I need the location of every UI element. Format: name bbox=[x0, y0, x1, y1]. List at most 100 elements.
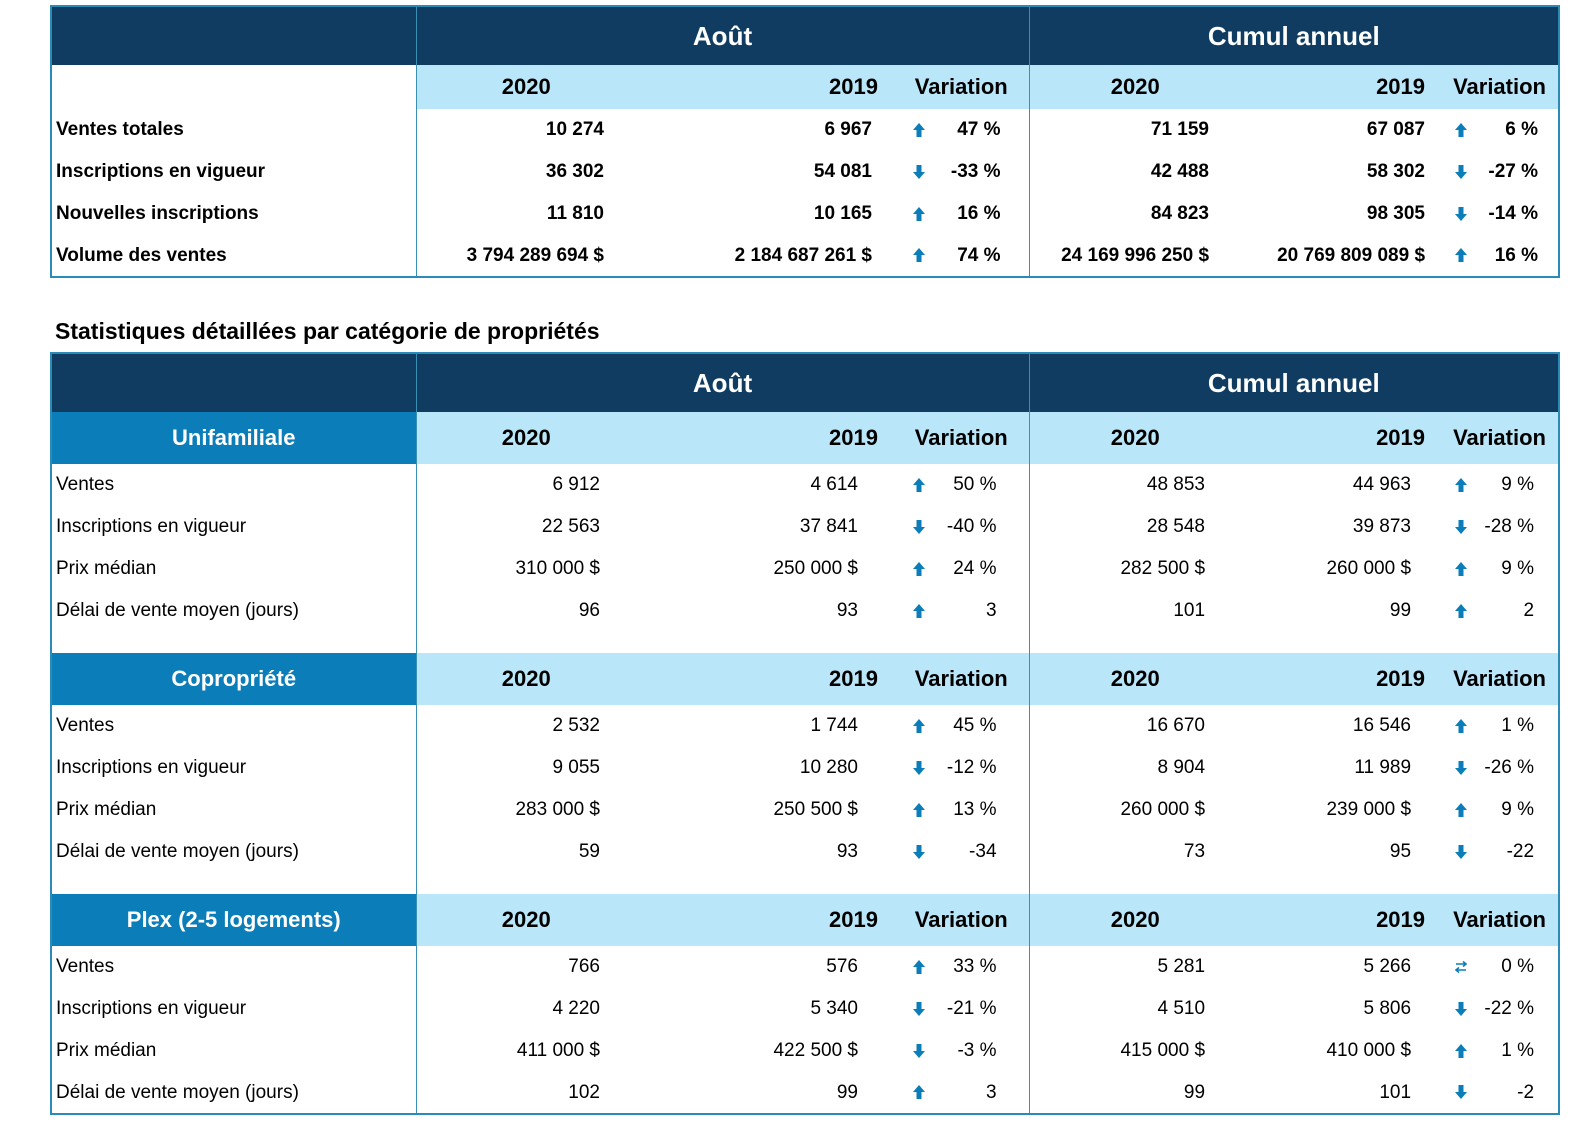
detail-period-header: Août Cumul annuel bbox=[51, 353, 1560, 412]
col-2019: 2019 bbox=[1241, 894, 1442, 946]
col-2020: 2020 bbox=[1028, 65, 1242, 109]
arrow-cumul bbox=[1441, 548, 1481, 590]
variation-aout: 50 % bbox=[953, 474, 997, 495]
arrow-up-icon bbox=[1455, 718, 1468, 733]
variation-cumul: 9 % bbox=[1501, 558, 1535, 579]
variation-cumul: -14 % bbox=[1488, 203, 1539, 224]
table-row: Délai de vente moyen (jours) 59 93 -34 73 95 -… bbox=[51, 831, 1559, 873]
value-cumul-2020: 4 510 bbox=[1028, 988, 1242, 1030]
table-row: Délai de vente moyen (jours) 96 93 3 101 99 2 bbox=[51, 590, 1559, 632]
header-blank bbox=[51, 6, 416, 65]
detail-title: Statistiques détaillées par catégorie de… bbox=[55, 318, 600, 344]
variation-aout: -33 % bbox=[950, 161, 1001, 182]
col-2019: 2019 bbox=[636, 412, 894, 464]
arrow-up-icon bbox=[1455, 802, 1468, 817]
arrow-cumul bbox=[1441, 789, 1481, 831]
variation-aout: 3 bbox=[985, 600, 997, 621]
arrow-cumul bbox=[1441, 590, 1481, 632]
arrow-aout bbox=[894, 831, 944, 873]
col-variation: Variation bbox=[894, 65, 1030, 109]
variation-cumul: -22 % bbox=[1484, 998, 1535, 1019]
spacer-cell bbox=[1028, 632, 1560, 653]
summary-table: Août Cumul annuel 2020 2019 Variation 20… bbox=[50, 5, 1561, 278]
variation-aout: 24 % bbox=[953, 558, 997, 579]
table-row: Prix médian 283 000 $ 250 500 $ 13 % 260 000… bbox=[51, 789, 1559, 831]
arrow-down-icon bbox=[1455, 1085, 1468, 1100]
value-aout-2020: 102 bbox=[415, 1072, 636, 1114]
arrow-up-icon bbox=[913, 959, 925, 974]
row-label: Délai de vente moyen (jours) bbox=[56, 600, 299, 621]
value-aout-2019: 576 bbox=[826, 956, 858, 977]
value-cumul-2020: 42 488 bbox=[1028, 151, 1242, 193]
variation-aout: -21 % bbox=[946, 998, 997, 1019]
variation-aout: -40 % bbox=[946, 516, 997, 537]
arrow-up-icon bbox=[913, 718, 925, 733]
arrow-aout bbox=[894, 109, 944, 151]
arrow-aout bbox=[894, 151, 944, 193]
value-cumul-2020: 5 281 bbox=[1028, 946, 1242, 988]
arrow-aout bbox=[894, 705, 944, 747]
value-cumul-2019: 101 bbox=[1379, 1081, 1412, 1103]
value-cumul-2019: 239 000 $ bbox=[1326, 799, 1412, 820]
value-cumul-2019: 16 546 bbox=[1352, 715, 1412, 736]
row-label: Inscriptions en vigueur bbox=[56, 998, 247, 1019]
arrow-down-icon bbox=[913, 844, 925, 859]
arrow-down-icon bbox=[1455, 1001, 1468, 1016]
arrow-cumul bbox=[1441, 506, 1481, 548]
col-2020: 2020 bbox=[1028, 894, 1242, 946]
value-cumul-2019: 67 087 bbox=[1366, 119, 1426, 140]
arrow-down-icon bbox=[1455, 760, 1468, 775]
arrow-aout bbox=[894, 464, 944, 506]
arrow-down-icon bbox=[913, 164, 925, 179]
table-row: Inscriptions en vigueur 4 220 5 340 -21 % 4 … bbox=[51, 988, 1559, 1030]
arrow-up-icon bbox=[1455, 248, 1468, 263]
value-cumul-2019: 5 806 bbox=[1363, 998, 1412, 1019]
value-aout-2020: 310 000 $ bbox=[415, 548, 636, 590]
arrow-up-icon bbox=[913, 248, 925, 263]
value-aout-2020: 6 912 bbox=[415, 464, 636, 506]
value-aout-2020: 3 794 289 694 $ bbox=[415, 235, 636, 277]
arrow-up-icon bbox=[913, 1085, 925, 1100]
variation-cumul: 9 % bbox=[1501, 474, 1535, 495]
col-variation: Variation bbox=[1441, 653, 1560, 705]
category-label: Plex (2-5 logements) bbox=[51, 894, 416, 946]
arrow-up-icon bbox=[1455, 561, 1468, 576]
value-aout-2019: 5 340 bbox=[810, 998, 858, 1019]
category-label: Copropriété bbox=[51, 653, 416, 705]
value-aout-2019: 99 bbox=[836, 1081, 858, 1103]
arrow-cumul bbox=[1441, 705, 1481, 747]
arrow-cumul bbox=[1441, 988, 1481, 1030]
row-label: Prix médian bbox=[56, 799, 157, 820]
value-cumul-2020: 415 000 $ bbox=[1028, 1030, 1242, 1072]
value-aout-2019: 10 165 bbox=[813, 203, 872, 224]
col-2020: 2020 bbox=[1028, 412, 1242, 464]
arrow-down-icon bbox=[1455, 519, 1468, 534]
value-aout-2020: 4 220 bbox=[415, 988, 636, 1030]
row-label: Prix médian bbox=[56, 1040, 157, 1061]
value-cumul-2020: 16 670 bbox=[1028, 705, 1242, 747]
arrow-aout bbox=[894, 506, 944, 548]
row-label: Prix médian bbox=[56, 558, 157, 579]
arrow-cumul bbox=[1441, 747, 1481, 789]
variation-aout: -34 bbox=[969, 841, 997, 862]
value-cumul-2020: 101 bbox=[1028, 590, 1242, 632]
value-cumul-2019: 20 769 809 089 $ bbox=[1277, 244, 1426, 266]
arrow-cumul bbox=[1441, 109, 1481, 151]
col-variation: Variation bbox=[894, 412, 1030, 464]
value-aout-2020: 36 302 bbox=[415, 151, 636, 193]
row-label: Ventes bbox=[56, 715, 115, 736]
value-cumul-2019: 44 963 bbox=[1352, 474, 1412, 495]
table-row: Inscriptions en vigueur 36 302 54 081 -33 %… bbox=[51, 151, 1559, 193]
value-cumul-2019: 95 bbox=[1389, 841, 1412, 862]
value-aout-2019: 54 081 bbox=[813, 161, 872, 182]
value-aout-2019: 1 744 bbox=[810, 715, 858, 736]
col-2019: 2019 bbox=[1241, 653, 1442, 705]
value-aout-2019: 422 500 $ bbox=[773, 1040, 858, 1061]
table-row: Inscriptions en vigueur 9 055 10 280 -12 % 8… bbox=[51, 747, 1559, 789]
arrow-up-icon bbox=[913, 477, 925, 492]
value-aout-2020: 9 055 bbox=[415, 747, 636, 789]
arrow-down-icon bbox=[1455, 164, 1468, 179]
variation-cumul: -22 bbox=[1506, 841, 1535, 862]
table-row: Ventes totales 10 274 6 967 47 % 71 159 67 08… bbox=[51, 109, 1559, 151]
arrow-up-icon bbox=[913, 603, 925, 618]
